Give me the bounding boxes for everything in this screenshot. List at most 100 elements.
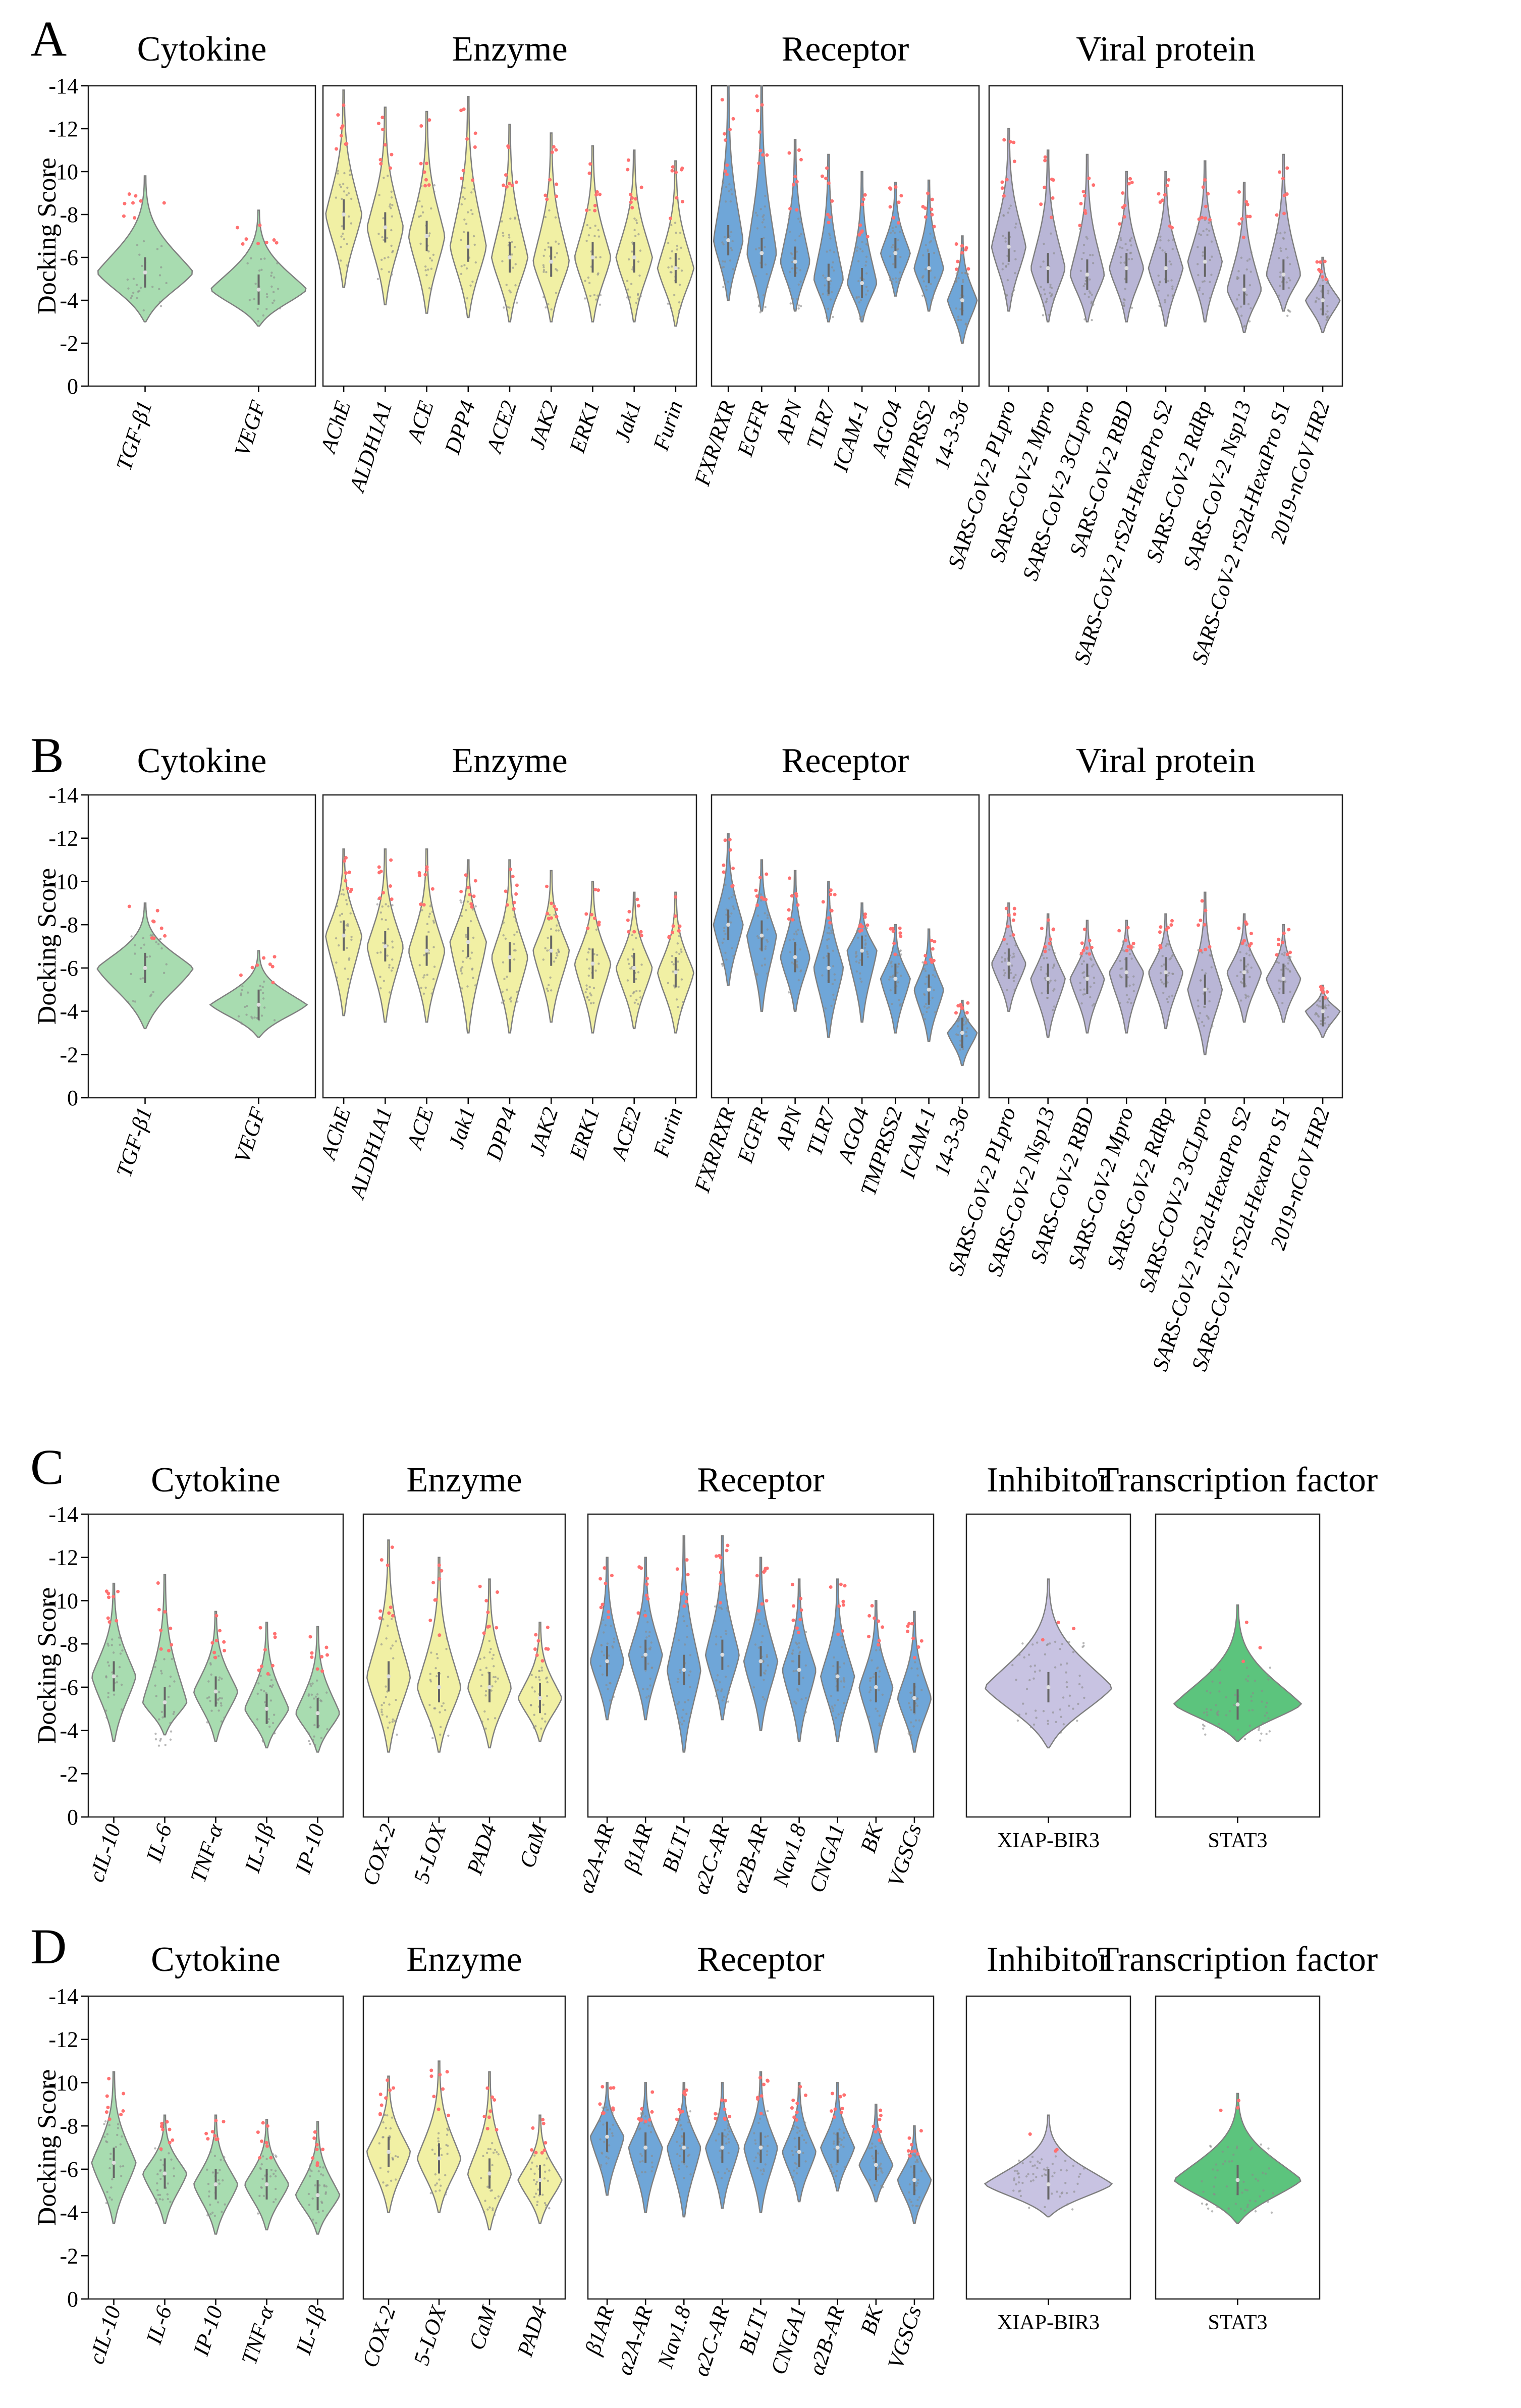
data-point (516, 1000, 519, 1003)
data-point (1125, 994, 1128, 996)
top-point (595, 190, 599, 194)
panel-c-receptor-2a-ar-violin (590, 1557, 625, 1721)
data-point (385, 1685, 387, 1688)
data-point (891, 227, 894, 229)
data-point (726, 1610, 729, 1612)
data-point (1061, 1643, 1064, 1645)
top-point (115, 1619, 119, 1623)
data-point (1326, 282, 1328, 284)
data-point (1088, 296, 1090, 298)
data-point (436, 2182, 439, 2185)
data-point (1216, 2145, 1218, 2148)
top-point (244, 237, 248, 241)
data-point (728, 2141, 730, 2144)
top-point (829, 892, 833, 896)
data-point (732, 891, 735, 893)
data-point (722, 181, 724, 184)
top-point (1028, 2132, 1032, 2136)
data-point (794, 2182, 796, 2185)
panel-d-cytokine-tnf-median (264, 2182, 269, 2186)
data-point (689, 1670, 692, 1673)
data-point (1246, 259, 1249, 262)
data-point (1167, 294, 1169, 297)
top-point (718, 1601, 722, 1605)
data-point (833, 2132, 835, 2135)
data-point (391, 2116, 394, 2119)
data-point (387, 256, 390, 258)
top-point (432, 2095, 436, 2099)
data-point (727, 2127, 729, 2130)
data-point (1040, 2158, 1043, 2161)
data-point (843, 2136, 845, 2139)
data-point (797, 1689, 799, 1692)
panel-a-cytokine-tgf-1-x-label: TGF-β1 (112, 398, 157, 473)
data-point (593, 235, 596, 237)
data-point (895, 281, 898, 284)
data-point (513, 933, 516, 936)
data-point (391, 204, 394, 206)
panel-a-y-tick-label: -12 (48, 117, 78, 141)
data-point (600, 1622, 603, 1625)
data-point (1046, 956, 1048, 959)
data-point (1123, 299, 1126, 301)
panel-c-receptor-blt1-points (675, 1558, 692, 1726)
data-point (1068, 1641, 1071, 1643)
top-point (273, 1635, 277, 1639)
top-point (1128, 177, 1132, 181)
top-point (1278, 170, 1282, 174)
data-point (429, 2192, 432, 2195)
data-point (679, 232, 682, 234)
data-point (766, 928, 769, 931)
data-point (1202, 2190, 1205, 2193)
data-point (1227, 2207, 1230, 2210)
top-point (629, 192, 633, 196)
top-point (310, 1651, 314, 1655)
data-point (1254, 2210, 1257, 2213)
data-point (143, 943, 145, 946)
data-point (918, 1719, 920, 1722)
data-point (1091, 293, 1093, 296)
data-point (605, 1684, 608, 1686)
top-point (1043, 949, 1047, 953)
data-point (460, 203, 463, 206)
panel-b-enzyme-dpp4-x-label: DPP4 (481, 1104, 521, 1164)
top-point (860, 928, 864, 932)
top-point (1011, 933, 1015, 937)
data-point (725, 914, 728, 916)
data-point (796, 2167, 799, 2169)
data-point (1043, 288, 1046, 291)
top-point (833, 2107, 837, 2111)
data-point (766, 2150, 769, 2153)
top-point (495, 2128, 499, 2132)
data-point (757, 1646, 760, 1649)
data-point (1164, 944, 1167, 947)
data-point (588, 986, 591, 988)
data-point (889, 976, 892, 978)
data-point (1021, 2181, 1024, 2184)
data-point (220, 1704, 223, 1707)
data-point (677, 1639, 680, 1642)
data-point (858, 301, 860, 304)
top-point (116, 1589, 120, 1593)
panel-b-receptor-egfr-points (754, 872, 769, 976)
data-point (504, 937, 507, 940)
data-point (382, 2136, 384, 2138)
panel-a-enzyme-dpp4-points (459, 107, 477, 300)
data-point (869, 1686, 872, 1689)
data-point (1209, 1691, 1212, 1694)
data-point (462, 949, 464, 952)
data-point (339, 183, 341, 186)
data-point (491, 2207, 494, 2210)
top-point (612, 2086, 616, 2090)
data-point (1206, 234, 1209, 236)
panel-c-enzyme-frame (362, 1513, 566, 1818)
data-point (343, 172, 346, 175)
data-point (763, 1698, 766, 1701)
data-point (130, 297, 132, 299)
data-point (914, 2161, 917, 2163)
data-point (729, 200, 732, 203)
panel-c-label: C (30, 1439, 64, 1495)
top-point (223, 1648, 227, 1652)
top-point (603, 1566, 607, 1570)
data-point (1268, 2167, 1270, 2170)
